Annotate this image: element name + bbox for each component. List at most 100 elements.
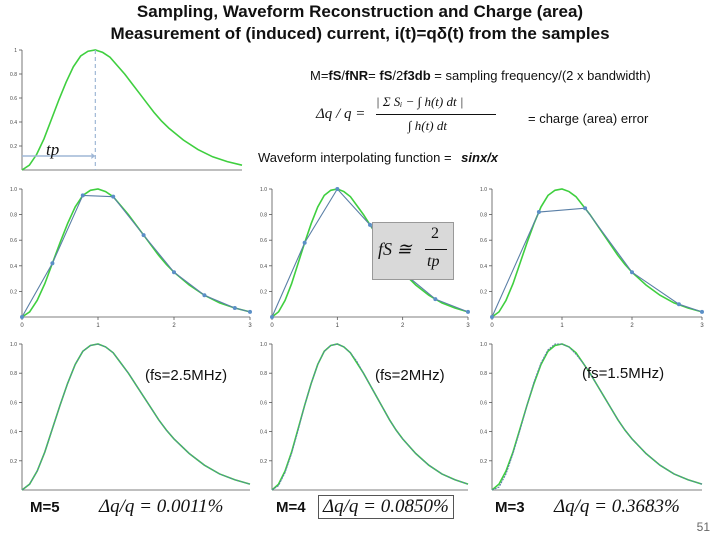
y-tick-label: 1.0 [10, 342, 17, 348]
interp-func: sinx/x [461, 150, 499, 165]
y-tick-label: 0.8 [10, 213, 17, 219]
freq-label-col2: (fs=2MHz) [375, 367, 445, 384]
reconstructed-curve [21, 343, 251, 491]
y-tick-label: 0.6 [10, 96, 17, 102]
x-tick-label: 1 [336, 323, 340, 329]
dq-numerator: | Σ Sᵢ − ∫ h(t) dt | [376, 94, 464, 109]
y-tick-label: 0.8 [480, 213, 487, 219]
x-tick-label: 0 [270, 323, 274, 329]
m-label-col3: M=3 [495, 499, 525, 516]
fs-den: tp [427, 253, 440, 270]
m-fs2: fS [379, 68, 393, 83]
x-tick-label: 3 [248, 323, 252, 329]
reconstructed-curve [491, 343, 703, 491]
title-line-1: Sampling, Waveform Reconstruction and Ch… [136, 2, 584, 21]
sampled-chart-m3: 1.0 0.8 0.6 0.4 0.2 0 1 2 3 [480, 187, 704, 329]
sample-point [700, 309, 704, 314]
x-tick-label: 2 [630, 323, 634, 329]
sample-point [630, 270, 634, 275]
sample-point [248, 309, 252, 314]
sample-point [335, 187, 340, 191]
ideal-curve [21, 49, 243, 171]
ideal-curve [271, 343, 469, 491]
y-tick-label: 0.2 [480, 289, 487, 295]
x-tick-label: 0 [20, 323, 24, 329]
x-tick-label: 1 [560, 323, 564, 329]
dq-denominator: ∫ h(t) dt [408, 118, 447, 133]
tp-arrowhead [91, 153, 96, 159]
sample-point [368, 222, 372, 227]
fs-lhs: fS ≅ [378, 239, 412, 259]
sample-point [466, 309, 470, 314]
y-tick-label: 0.4 [10, 430, 17, 436]
y-tick-label: 1.0 [260, 342, 267, 348]
sample-point [232, 306, 237, 311]
fraction-bar [376, 114, 496, 115]
m-fs: fS [328, 68, 342, 83]
tp-label: tp [46, 140, 60, 159]
error-col2: Δq/q = 0.0850% [318, 495, 454, 519]
x-tick-label: 3 [466, 323, 470, 329]
sample-point [583, 206, 588, 211]
reconstructed-chart-m3: 1.0 0.8 0.6 0.4 0.2 [480, 342, 703, 491]
y-tick-label: 0.8 [480, 371, 487, 377]
sampling-ratio-formula: M=fS/fNR= fS/2f3db = sampling frequency/… [310, 68, 651, 83]
x-tick-label: 0 [490, 323, 494, 329]
title-line-2: Measurement of (induced) current, i(t)=q… [110, 24, 610, 43]
m-suffix: = sampling frequency/(2 x bandwidth) [430, 68, 651, 83]
y-tick-label: 0.6 [260, 400, 267, 406]
sample-point [172, 270, 176, 275]
sample-point [536, 210, 541, 215]
fs-fraction-bar [425, 249, 447, 250]
y-tick-label: 0.6 [480, 238, 487, 244]
sampled-chart-m5: 1.0 0.8 0.6 0.4 0.2 0 1 2 3 [10, 187, 252, 329]
sampled-chart-m4: 1.0 0.8 0.6 0.4 0.2 0 1 2 3 [260, 187, 470, 329]
y-tick-label: 1 [14, 48, 17, 54]
sample-point [302, 240, 307, 245]
dq-lhs: Δq / q = [316, 106, 366, 122]
freq-label-col1: (fs=2.5MHz) [145, 367, 228, 384]
reconstructed-chart-m4: 1.0 0.8 0.6 0.4 0.2 [260, 342, 469, 491]
y-tick-label: 0.6 [10, 238, 17, 244]
sample-point [676, 302, 681, 307]
x-tick-label: 2 [401, 323, 405, 329]
y-tick-label: 0.4 [260, 264, 267, 270]
sample-point [490, 315, 494, 319]
fs-formula-box: fS ≅ 2 tp [372, 222, 454, 280]
y-tick-label: 0.4 [480, 264, 487, 270]
y-tick-label: 0.2 [480, 459, 487, 465]
y-tick-label: 0.6 [10, 400, 17, 406]
fs-num: 2 [431, 225, 439, 242]
interp-text: Waveform interpolating function = [258, 150, 452, 165]
x-tick-label: 1 [96, 323, 100, 329]
ideal-curve [271, 188, 469, 318]
y-tick-label: 0.2 [10, 459, 17, 465]
y-tick-label: 0.4 [10, 120, 17, 126]
m-label-col1: M=5 [30, 499, 60, 516]
sample-point [80, 193, 85, 198]
y-tick-label: 1.0 [10, 187, 17, 193]
reconstructed-chart-m5: 1.0 0.8 0.6 0.4 0.2 [10, 342, 251, 491]
y-tick-label: 0.2 [10, 144, 17, 150]
charge-error-text: = charge (area) error [528, 111, 649, 126]
y-tick-label: 0.8 [10, 371, 17, 377]
m-div: /2 [392, 68, 404, 83]
m-fnr: fNR [345, 68, 369, 83]
y-tick-label: 0.6 [260, 238, 267, 244]
y-tick-label: 0.4 [10, 264, 17, 270]
y-tick-label: 0.4 [480, 430, 487, 436]
error-col1: Δq/q = 0.0011% [99, 496, 224, 517]
ideal-curve [491, 188, 703, 318]
sample-point [111, 194, 116, 199]
ideal-curve [21, 188, 251, 318]
sample-point [433, 297, 438, 302]
error-col3: Δq/q = 0.3683% [554, 496, 680, 517]
sampled-line [491, 207, 703, 318]
sample-point [141, 233, 146, 238]
sample-point [50, 261, 55, 266]
charge-error-formula: Δq / q = | Σ Sᵢ − ∫ h(t) dt | ∫ h(t) dt [316, 92, 496, 142]
y-tick-label: 0.2 [260, 289, 267, 295]
sample-point [270, 315, 274, 319]
y-tick-label: 0.2 [260, 459, 267, 465]
x-tick-label: 2 [172, 323, 176, 329]
